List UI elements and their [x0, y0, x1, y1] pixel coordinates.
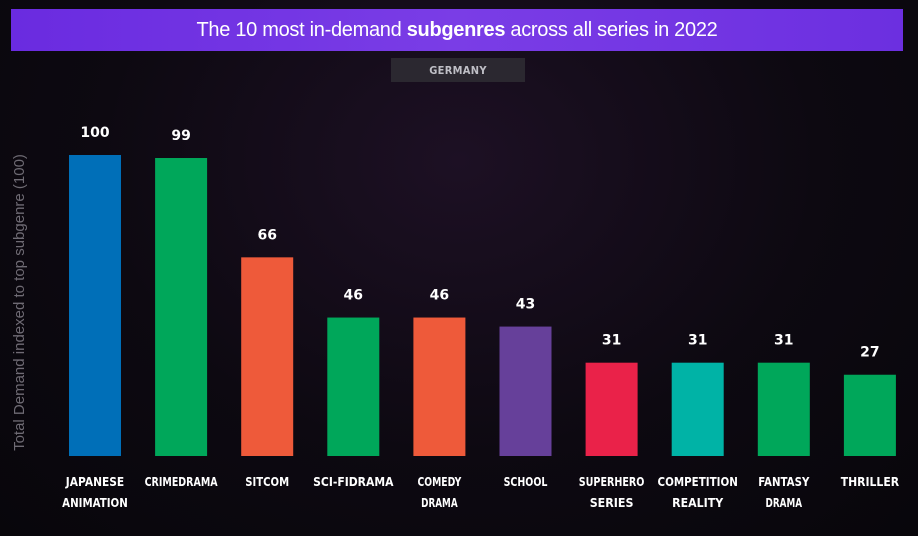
bar-3	[327, 317, 380, 456]
category-label-line: SERIES	[590, 496, 634, 510]
data-label-8: 31	[774, 333, 793, 349]
category-label-line: SCHOOL	[504, 475, 548, 489]
data-label-0: 100	[80, 125, 109, 141]
data-label-2: 66	[257, 227, 276, 243]
category-label-line: THRILLER	[841, 475, 899, 489]
category-label-4: COMEDY DRAMA	[418, 475, 462, 510]
category-label-6: SUPERHERO SERIES	[579, 475, 645, 510]
category-label-line: COMEDY	[418, 475, 462, 489]
category-label-line: SITCOM	[245, 475, 289, 489]
title-bold: subgenres	[406, 18, 506, 41]
chart-title: The 10 most in-demand subgenres across a…	[11, 9, 903, 51]
category-label-line: COMPETITION	[658, 475, 738, 489]
bar-0	[69, 155, 121, 456]
category-label-line: SCI-FIDRAMA	[313, 475, 394, 489]
category-label-8: FANTASY DRAMA	[758, 475, 809, 510]
category-label-line: ANIMATION	[62, 496, 128, 510]
bar-9	[843, 374, 896, 456]
category-label-0: JAPANESE ANIMATION	[62, 475, 128, 510]
bar-6	[585, 362, 638, 456]
category-label-line: JAPANESE	[65, 475, 124, 489]
data-label-9: 27	[860, 345, 879, 361]
category-label-line: CRIMEDRAMA	[145, 475, 219, 489]
category-label-2: SITCOM	[245, 475, 289, 489]
bar-4	[413, 317, 466, 456]
bar-2	[241, 257, 294, 456]
data-label-6: 31	[602, 333, 621, 349]
category-label-line: FANTASY	[758, 475, 809, 489]
category-label-9: THRILLER	[841, 475, 899, 489]
region-badge: GERMANY	[391, 58, 525, 82]
data-label-3: 46	[344, 288, 363, 304]
category-label-line: REALITY	[672, 496, 723, 510]
category-label-3: SCI-FIDRAMA	[313, 475, 394, 489]
data-label-7: 31	[688, 333, 707, 349]
category-label-line: SUPERHERO	[579, 475, 645, 489]
bar-7	[671, 362, 724, 456]
bar-1	[155, 158, 208, 456]
bar-5	[499, 326, 552, 456]
title-post: across all series in 2022	[505, 18, 718, 41]
bar-8	[757, 362, 810, 456]
category-label-7: COMPETITION REALITY	[658, 475, 738, 510]
title-pre: The 10 most in-demand	[196, 18, 407, 41]
data-label-4: 46	[430, 288, 449, 304]
data-label-1: 99	[171, 128, 190, 144]
category-label-5: SCHOOL	[504, 475, 548, 489]
category-label-line: DRAMA	[766, 496, 803, 510]
category-label-1: CRIMEDRAMA	[145, 475, 219, 489]
data-label-5: 43	[516, 297, 535, 313]
chart-marks: 100 JAPANESE ANIMATION 99 CRIMEDRAMA 66 SITCOM…	[62, 125, 899, 510]
category-label-line: DRAMA	[421, 496, 458, 510]
